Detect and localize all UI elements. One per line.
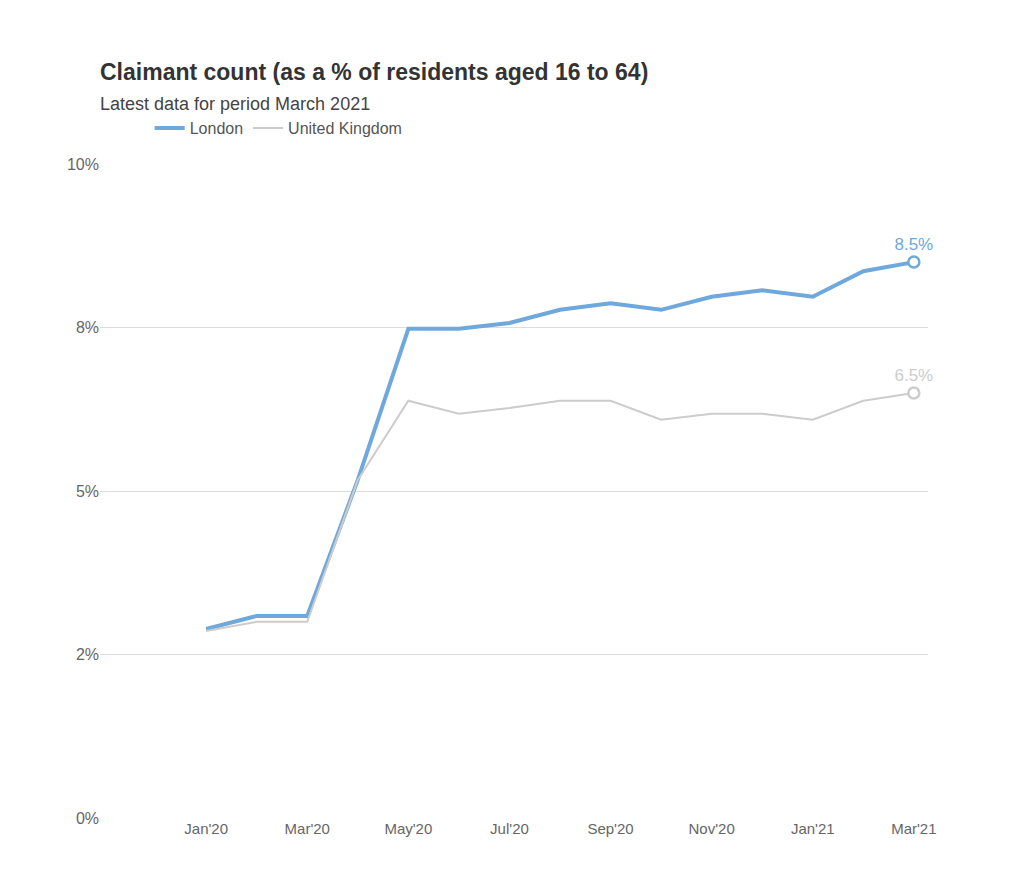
svg-text:2%: 2% [76,646,99,663]
svg-text:8.5%: 8.5% [894,235,933,254]
svg-text:8%: 8% [76,319,99,336]
svg-text:6.5%: 6.5% [894,366,933,385]
svg-text:Jan'21: Jan'21 [791,820,835,837]
svg-text:United Kingdom: United Kingdom [288,120,402,137]
svg-text:10%: 10% [67,156,99,173]
svg-text:5%: 5% [76,483,99,500]
svg-text:Mar'21: Mar'21 [891,820,936,837]
svg-text:Sep'20: Sep'20 [587,820,633,837]
svg-text:Jul'20: Jul'20 [490,820,529,837]
svg-text:Nov'20: Nov'20 [689,820,735,837]
svg-text:Claimant count (as a % of resi: Claimant count (as a % of residents aged… [100,59,648,114]
svg-text:London: London [190,120,243,137]
svg-text:May'20: May'20 [384,820,432,837]
svg-text:Mar'20: Mar'20 [285,820,330,837]
svg-text:Jan'20: Jan'20 [184,820,228,837]
svg-text:0%: 0% [76,810,99,827]
